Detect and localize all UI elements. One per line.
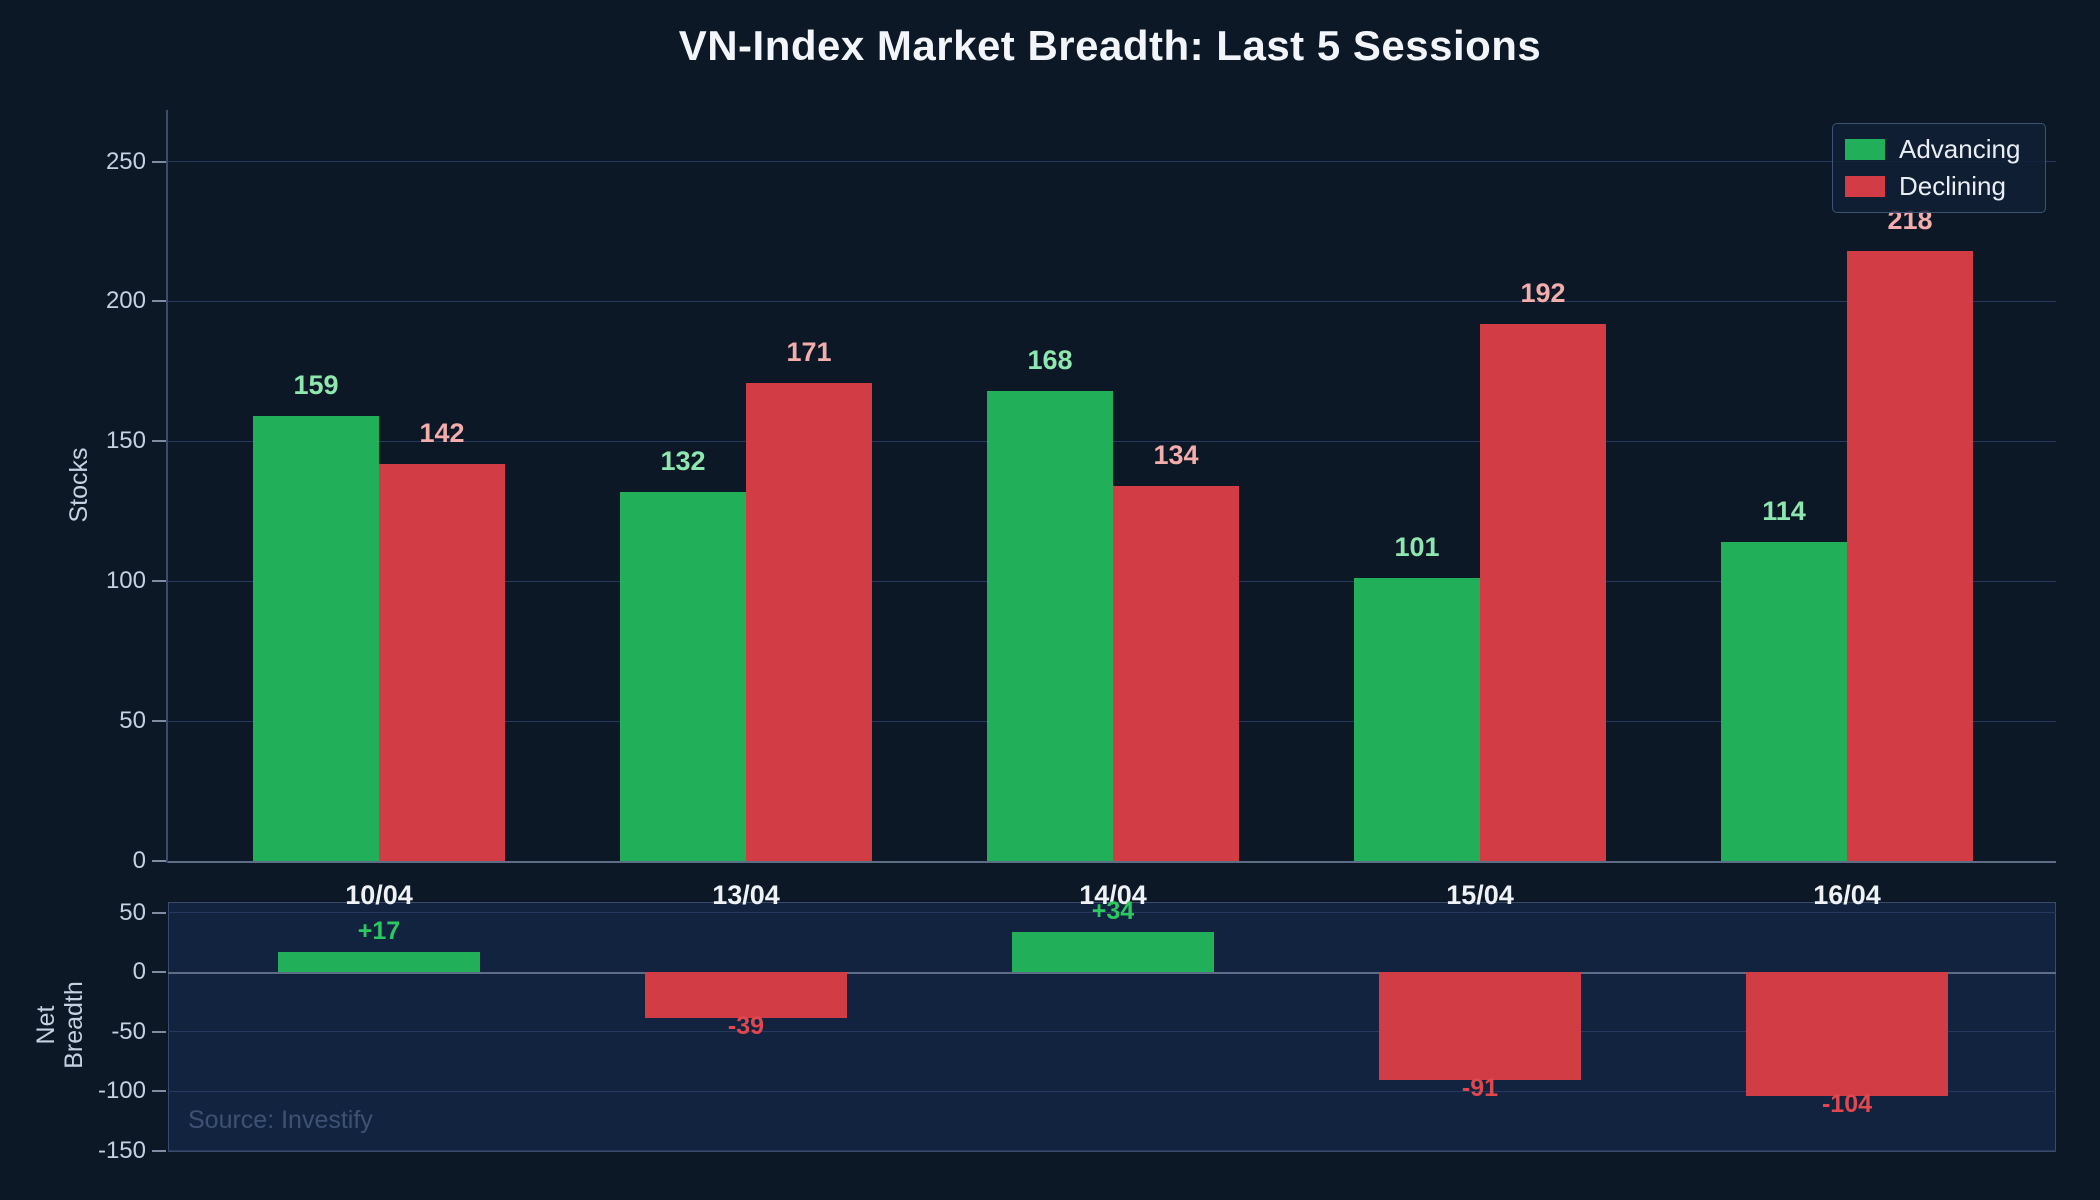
y-tick-label: 0 bbox=[0, 846, 146, 876]
x-tick-label: 13/04 bbox=[666, 880, 826, 910]
plot-layer: 0 50 100 150 200 250 50 0 -50 -100 -150 159142 10/04… bbox=[0, 0, 2100, 1200]
y-tick-label: 50 bbox=[0, 898, 146, 928]
y-tick-mark bbox=[152, 300, 166, 302]
advancing-value-label: 168 bbox=[987, 345, 1113, 375]
y-tick-mark bbox=[152, 860, 166, 862]
x-tick-label: 15/04 bbox=[1400, 880, 1560, 910]
advancing-value-label: 114 bbox=[1721, 496, 1847, 526]
net-value-label: -91 bbox=[1379, 1073, 1581, 1103]
y-tick-label: 100 bbox=[0, 566, 146, 596]
bar-declining-14/04 bbox=[1113, 486, 1239, 861]
y-tick-label: -150 bbox=[0, 1136, 146, 1166]
bar-advancing-14/04 bbox=[987, 391, 1113, 861]
y-tick-label: 0 bbox=[0, 957, 146, 987]
advancing-value-label: 101 bbox=[1354, 532, 1480, 562]
bar-declining-16/04 bbox=[1847, 251, 1973, 861]
legend-label-declining: Declining bbox=[1899, 171, 2006, 202]
x-tick-label: 10/04 bbox=[299, 880, 459, 910]
declining-value-label: 142 bbox=[379, 418, 505, 448]
advancing-swatch-icon bbox=[1845, 139, 1885, 160]
bar-net-10/04 bbox=[278, 952, 480, 972]
net-value-label: +34 bbox=[1012, 896, 1214, 926]
y-tick-label: -50 bbox=[0, 1017, 146, 1047]
y-tick-mark bbox=[152, 1150, 166, 1152]
bar-declining-15/04 bbox=[1480, 324, 1606, 861]
x-tick-label: 16/04 bbox=[1767, 880, 1927, 910]
net-value-label: +17 bbox=[278, 916, 480, 946]
gridline bbox=[168, 301, 2056, 302]
bar-advancing-16/04 bbox=[1721, 542, 1847, 861]
y-axis-line bbox=[166, 110, 168, 863]
chart-canvas: VN-Index Market Breadth: Last 5 Sessions… bbox=[0, 0, 2100, 1200]
legend-item-declining: Declining bbox=[1833, 171, 2045, 202]
y-tick-label: 50 bbox=[0, 706, 146, 736]
advancing-value-label: 159 bbox=[253, 370, 379, 400]
net-value-label: -39 bbox=[645, 1011, 847, 1041]
bar-advancing-13/04 bbox=[620, 492, 746, 861]
legend-item-advancing: Advancing bbox=[1833, 134, 2045, 165]
bar-declining-10/04 bbox=[379, 464, 505, 861]
y-tick-label: 250 bbox=[0, 147, 146, 177]
gridline bbox=[168, 1150, 2056, 1151]
bar-net-16/04 bbox=[1746, 972, 1948, 1096]
y-tick-label: 200 bbox=[0, 286, 146, 316]
y-tick-mark bbox=[152, 720, 166, 722]
declining-value-label: 171 bbox=[746, 337, 872, 367]
y-tick-mark bbox=[152, 971, 166, 973]
y-tick-mark bbox=[152, 912, 166, 914]
y-tick-label: -100 bbox=[0, 1076, 146, 1106]
bar-advancing-15/04 bbox=[1354, 578, 1480, 861]
legend: Advancing Declining bbox=[1832, 123, 2046, 213]
legend-label-advancing: Advancing bbox=[1899, 134, 2020, 165]
bar-advancing-10/04 bbox=[253, 416, 379, 861]
gridline bbox=[168, 161, 2056, 162]
y-tick-label: 150 bbox=[0, 426, 146, 456]
advancing-value-label: 132 bbox=[620, 446, 746, 476]
net-value-label: -104 bbox=[1746, 1089, 1948, 1119]
y-tick-mark bbox=[152, 1031, 166, 1033]
y-tick-mark bbox=[152, 161, 166, 163]
y-tick-mark bbox=[152, 580, 166, 582]
declining-swatch-icon bbox=[1845, 176, 1885, 197]
y-tick-mark bbox=[152, 1090, 166, 1092]
y-tick-mark bbox=[152, 440, 166, 442]
bar-declining-13/04 bbox=[746, 383, 872, 861]
bar-net-15/04 bbox=[1379, 972, 1581, 1080]
declining-value-label: 134 bbox=[1113, 440, 1239, 470]
declining-value-label: 192 bbox=[1480, 278, 1606, 308]
bar-net-14/04 bbox=[1012, 932, 1214, 972]
